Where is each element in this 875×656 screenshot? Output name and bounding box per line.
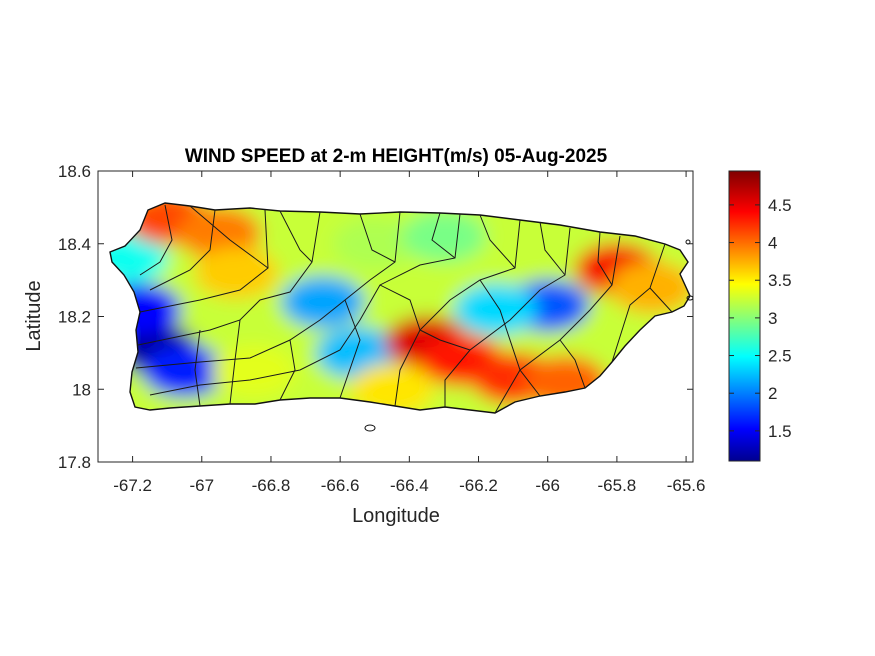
y-axis-label: Latitude <box>23 280 45 351</box>
municipality-boundary-22 <box>559 339 586 389</box>
x-tick-label: -67 <box>189 476 214 495</box>
municipality-boundary-18 <box>279 339 296 401</box>
municipality-boundary-15 <box>539 221 566 276</box>
island-outline <box>109 202 691 414</box>
field-feature-7 <box>453 283 538 336</box>
municipality-boundary-4 <box>135 211 401 369</box>
colorbar-tick-label: 1.5 <box>768 422 792 441</box>
x-tick-label: -65.8 <box>598 476 637 495</box>
islet-0 <box>364 424 376 432</box>
municipality-boundary-17 <box>339 299 361 399</box>
chart-title: WIND SPEED at 2-m HEIGHT(m/s) 05-Aug-202… <box>185 146 608 167</box>
field-feature-3 <box>110 232 168 285</box>
municipality-boundary-1 <box>149 209 216 291</box>
x-axis: -67.2 -67 -66.8 -66.6 -66.4 -66.2 -66 -65.8 -65.… <box>113 171 705 495</box>
field-feature-9 <box>177 206 262 259</box>
colorbar-tick-label: 4.5 <box>768 196 792 215</box>
municipality-boundary-5 <box>149 213 461 396</box>
x-tick-label: -66.2 <box>459 476 498 495</box>
colorbar-tick-label: 2 <box>768 384 777 403</box>
municipality-boundary-23 <box>419 329 471 351</box>
municipality-boundary-12 <box>359 213 396 263</box>
x-tick-label: -67.2 <box>113 476 152 495</box>
municipality-boundaries <box>109 202 693 432</box>
y-axis: 17.8 18 18.2 18.4 18.6 <box>58 162 693 472</box>
y-tick-label: 18.2 <box>58 308 91 327</box>
colorbar-tick-label: 3 <box>768 309 777 328</box>
municipality-boundary-10 <box>189 205 269 269</box>
wind-field <box>110 203 690 413</box>
municipality-boundary-16 <box>597 231 613 286</box>
x-tick-label: -66 <box>535 476 560 495</box>
field-feature-16 <box>609 261 690 314</box>
municipality-boundary-19 <box>229 319 241 405</box>
y-tick-label: 18 <box>72 380 91 399</box>
field-feature-4 <box>280 275 365 328</box>
municipality-boundary-25 <box>649 287 673 313</box>
x-tick-label: -66.8 <box>252 476 291 495</box>
islet-2 <box>686 295 693 301</box>
municipality-boundary-14 <box>479 214 516 269</box>
municipality-boundary-8 <box>494 235 621 414</box>
x-tick-label: -66.4 <box>390 476 429 495</box>
colorbar <box>728 170 761 462</box>
colorbar-tick-label: 2.5 <box>768 347 792 366</box>
field-feature-18 <box>401 210 486 263</box>
y-tick-label: 18.4 <box>58 235 91 254</box>
municipality-boundary-20 <box>194 329 201 407</box>
field-feature-19 <box>211 345 296 398</box>
colorbar-ticks: 1.5 2 2.5 3 3.5 4 4.5 <box>729 196 792 441</box>
municipality-boundary-0 <box>139 204 173 276</box>
municipality-boundary-13 <box>431 212 456 259</box>
municipality-boundary-9 <box>611 243 666 363</box>
municipality-boundary-24 <box>379 284 421 331</box>
municipality-boundary-11 <box>279 210 313 263</box>
x-tick-label: -66.6 <box>321 476 360 495</box>
x-axis-label: Longitude <box>352 505 440 527</box>
colorbar-tick-label: 3.5 <box>768 271 792 290</box>
y-tick-label: 18.6 <box>58 162 91 181</box>
municipality-boundary-2 <box>139 209 269 313</box>
colorbar-tick-label: 4 <box>768 234 777 253</box>
y-tick-label: 17.8 <box>58 453 91 472</box>
municipality-boundary-21 <box>479 279 541 397</box>
x-tick-label: -65.6 <box>667 476 706 495</box>
